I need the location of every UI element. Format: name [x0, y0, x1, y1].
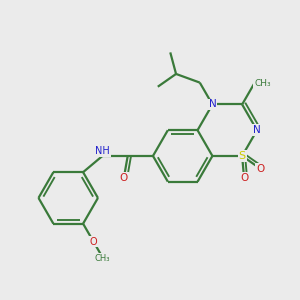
- Text: O: O: [90, 237, 97, 247]
- Text: CH₃: CH₃: [95, 254, 110, 263]
- Text: N: N: [208, 100, 216, 110]
- Text: N: N: [253, 125, 261, 135]
- Text: CH₃: CH₃: [254, 80, 271, 88]
- Text: O: O: [240, 173, 248, 183]
- Text: O: O: [256, 164, 265, 174]
- Text: O: O: [120, 173, 128, 183]
- Text: NH: NH: [95, 146, 110, 157]
- Text: S: S: [238, 151, 246, 161]
